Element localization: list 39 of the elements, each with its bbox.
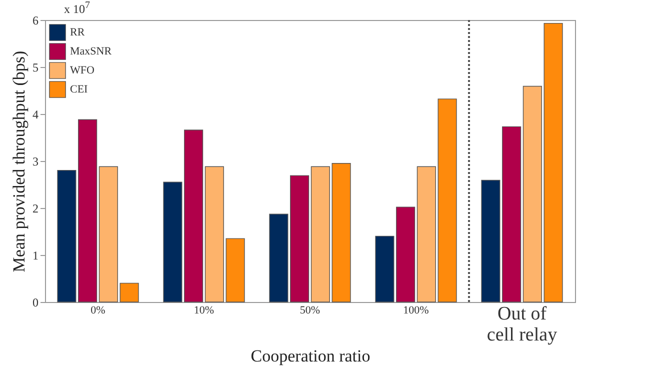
legend-label: WFO	[70, 64, 94, 76]
bar	[544, 22, 563, 302]
bar	[98, 166, 118, 302]
y-tick-label: 3	[32, 154, 38, 168]
bar	[438, 98, 457, 302]
bar	[416, 166, 436, 302]
bar	[163, 182, 182, 302]
bar	[375, 236, 394, 302]
bar	[226, 238, 245, 302]
y-tick-label: 1	[32, 248, 38, 262]
x-tick-label: 10%	[194, 304, 214, 316]
legend-label: CEI	[70, 84, 88, 96]
y-tick-label: 0	[32, 296, 38, 310]
y-tick-label: 4	[32, 108, 38, 122]
x-tick-label: 50%	[300, 304, 320, 316]
bar	[502, 126, 522, 302]
bar	[290, 175, 310, 302]
bar	[78, 119, 98, 302]
bar	[204, 166, 224, 302]
y-axis-title: Mean provided throughput (bps)	[10, 50, 28, 272]
x-axis-title: Cooperation ratio	[250, 346, 370, 366]
bar	[310, 166, 330, 302]
bar	[481, 180, 500, 302]
text: x 10$^{7}$	[64, 0, 90, 17]
legend-label: RR	[70, 26, 86, 38]
bar	[522, 86, 542, 302]
bar	[269, 214, 288, 302]
x-tick-label: 100%	[403, 304, 429, 316]
bar	[396, 206, 416, 302]
y-tick-label: 6	[32, 14, 38, 28]
x-tick-label: Out of cell relay	[486, 304, 558, 346]
bar	[57, 170, 76, 302]
bar	[332, 163, 351, 302]
legend-label: MaxSNR	[70, 46, 112, 58]
y-tick-label: 2	[32, 202, 38, 216]
y-tick-label: 5	[32, 60, 38, 74]
x-tick-label: 0%	[90, 304, 106, 316]
bar	[120, 282, 139, 302]
bar	[184, 130, 204, 302]
